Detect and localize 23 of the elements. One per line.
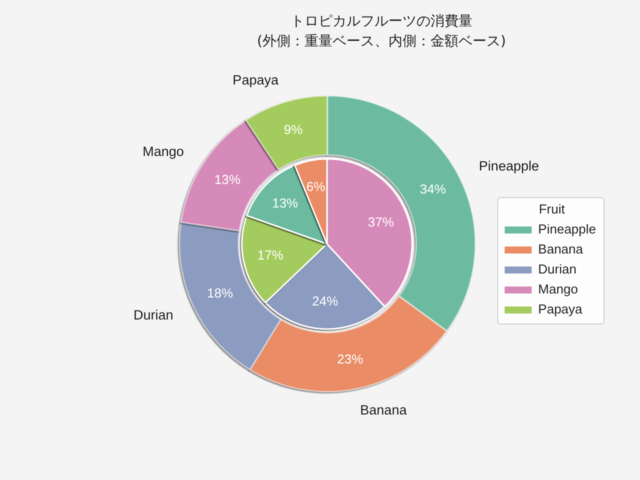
legend-label: Pineapple bbox=[538, 222, 596, 237]
data-label: 24% bbox=[312, 293, 339, 308]
data-label: 6% bbox=[306, 178, 326, 194]
legend-label: Papaya bbox=[538, 302, 584, 317]
legend-title: Fruit bbox=[538, 202, 566, 217]
data-label: 17% bbox=[258, 247, 284, 262]
data-label: 34% bbox=[420, 182, 446, 197]
data-label: 9% bbox=[284, 122, 304, 137]
slice-label: Mango bbox=[142, 144, 184, 160]
chart-title: トロピカルフルーツの消費量 bbox=[290, 14, 472, 30]
data-label: 18% bbox=[207, 285, 234, 300]
legend-label: Durian bbox=[538, 262, 576, 277]
slice-label: Pineapple bbox=[478, 158, 539, 174]
data-label: 13% bbox=[272, 195, 299, 210]
chart-subtitle: (外側：重量ベース、内側：金額ベース) bbox=[257, 34, 506, 50]
data-label: 23% bbox=[337, 352, 364, 366]
data-label: 37% bbox=[368, 214, 395, 230]
legend-label: Banana bbox=[538, 242, 584, 257]
legend-label: Mango bbox=[538, 282, 578, 297]
slice-label: Banana bbox=[360, 402, 408, 418]
slice-label: Papaya bbox=[232, 72, 279, 88]
data-label: 13% bbox=[214, 172, 241, 187]
slice-label: Durian bbox=[134, 307, 174, 322]
